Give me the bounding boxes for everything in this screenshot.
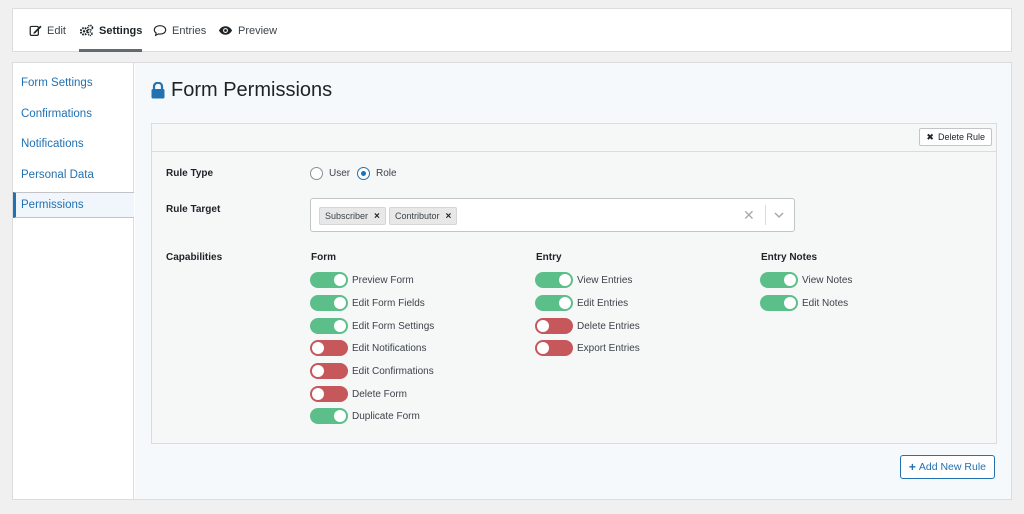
capability-edit-form-settings: Edit Form Settings — [310, 318, 434, 334]
toggle-switch[interactable] — [535, 295, 573, 311]
capability-label: Edit Entries — [577, 297, 629, 309]
sidebar-item-label: Form Settings — [21, 77, 93, 89]
capability-delete-form: Delete Form — [310, 386, 407, 402]
tab-edit-label: Edit — [47, 24, 66, 37]
capability-label: View Notes — [802, 274, 853, 286]
lock-icon — [151, 82, 165, 99]
capability-edit-entries: Edit Entries — [535, 295, 628, 311]
permissions-content: Form Permissions ✖ Delete Rule Rule Type… — [135, 63, 1011, 499]
tab-settings-label: Settings — [99, 24, 143, 37]
rule-target-select[interactable]: Subscriber × Contributor × ✕ — [310, 198, 795, 232]
capability-label: Preview Form — [352, 274, 414, 286]
capability-label: Edit Notes — [802, 297, 849, 309]
capability-edit-notes: Edit Notes — [760, 295, 848, 311]
speech-bubble-icon — [153, 25, 167, 37]
chevron-down-icon[interactable] — [773, 209, 785, 221]
edit-icon — [29, 25, 42, 36]
column-heading-entry-notes: Entry Notes — [761, 252, 818, 263]
tab-entries-label: Entries — [172, 24, 207, 37]
capabilities-label: Capabilities — [166, 252, 223, 263]
close-icon: ✖ — [926, 131, 934, 142]
capability-label: Edit Confirmations — [352, 365, 434, 377]
rule-target-label: Rule Target — [166, 204, 221, 215]
toggle-switch[interactable] — [760, 272, 798, 288]
radio-user-label: User — [329, 168, 351, 179]
page-title-text: Form Permissions — [171, 79, 333, 101]
sidebar-item-personal-data[interactable]: Personal Data — [13, 162, 134, 188]
tab-settings[interactable]: Settings — [79, 9, 143, 52]
toggle-switch[interactable] — [310, 318, 348, 334]
settings-panel: Form Settings Confirmations Notification… — [12, 62, 1012, 500]
sidebar-item-form-settings[interactable]: Form Settings — [13, 70, 134, 96]
rule-type-label: Rule Type — [166, 168, 214, 179]
chip-label: Subscriber — [325, 211, 369, 221]
delete-rule-button[interactable]: ✖ Delete Rule — [919, 128, 992, 146]
capability-view-notes: View Notes — [760, 272, 852, 288]
capability-label: View Entries — [577, 274, 633, 286]
remove-chip-icon[interactable]: × — [374, 210, 380, 222]
top-tab-bar: Edit Settings Entries Preview — [12, 8, 1012, 52]
select-divider — [765, 205, 766, 225]
rule-header: ✖ Delete Rule — [152, 124, 996, 152]
capability-label: Delete Form — [352, 388, 408, 400]
radio-user[interactable] — [310, 167, 323, 180]
remove-chip-icon[interactable]: × — [445, 210, 452, 222]
capability-preview-form: Preview Form — [310, 272, 414, 288]
add-new-rule-button[interactable]: + Add New Rule — [899, 455, 995, 479]
toggle-switch[interactable] — [760, 295, 798, 311]
capability-label: Edit Form Settings — [352, 320, 435, 332]
page-title: Form Permissions — [151, 79, 332, 102]
toggle-switch[interactable] — [535, 340, 573, 356]
delete-rule-label: Delete Rule — [937, 132, 985, 142]
capability-label: Export Entries — [577, 342, 640, 354]
plus-icon: + — [908, 460, 916, 474]
sidebar-item-label: Permissions — [21, 199, 84, 211]
gears-icon — [79, 24, 94, 37]
chip-label: Contributor — [395, 211, 440, 221]
rule-type-user-option[interactable]: User — [310, 167, 350, 180]
toggle-switch[interactable] — [310, 386, 348, 402]
add-new-rule-label: Add New Rule — [918, 461, 986, 473]
capability-delete-entries: Delete Entries — [535, 318, 640, 334]
radio-role-label: Role — [376, 168, 397, 179]
capability-edit-notifications: Edit Notifications — [310, 340, 426, 356]
toggle-switch[interactable] — [535, 272, 573, 288]
capability-label: Duplicate Form — [352, 410, 420, 422]
rule-type-role-option[interactable]: Role — [357, 167, 397, 180]
toggle-switch[interactable] — [310, 340, 348, 356]
target-chip-subscriber: Subscriber × — [319, 207, 386, 225]
toggle-switch[interactable] — [310, 408, 348, 424]
capability-label: Edit Form Fields — [352, 297, 425, 309]
capability-label: Delete Entries — [577, 320, 640, 332]
sidebar-item-label: Personal Data — [21, 169, 94, 181]
capability-export-entries: Export Entries — [535, 340, 640, 356]
capability-edit-confirmations: Edit Confirmations — [310, 363, 434, 379]
sidebar-item-permissions[interactable]: Permissions — [13, 192, 134, 218]
toggle-switch[interactable] — [310, 295, 348, 311]
eye-icon — [218, 26, 233, 35]
clear-selection-icon[interactable]: ✕ — [743, 207, 755, 223]
capability-label: Edit Notifications — [352, 342, 427, 354]
sidebar-item-label: Notifications — [21, 138, 84, 150]
sidebar-item-notifications[interactable]: Notifications — [13, 131, 134, 157]
toggle-switch[interactable] — [310, 272, 348, 288]
column-heading-form: Form — [311, 252, 336, 263]
capability-view-entries: View Entries — [535, 272, 632, 288]
target-chip-contributor: Contributor × — [389, 207, 458, 225]
column-heading-entry: Entry — [536, 252, 562, 263]
tab-edit[interactable]: Edit — [29, 9, 66, 52]
toggle-switch[interactable] — [310, 363, 348, 379]
radio-role[interactable] — [357, 167, 370, 180]
tab-entries[interactable]: Entries — [153, 9, 206, 52]
sidebar-item-confirmations[interactable]: Confirmations — [13, 101, 134, 127]
sidebar-item-label: Confirmations — [21, 108, 92, 120]
permission-rule: ✖ Delete Rule Rule Type User Role Rule T… — [151, 123, 997, 444]
settings-sidebar: Form Settings Confirmations Notification… — [13, 63, 134, 499]
capability-duplicate-form: Duplicate Form — [310, 408, 420, 424]
toggle-switch[interactable] — [535, 318, 573, 334]
capability-edit-form-fields: Edit Form Fields — [310, 295, 425, 311]
tab-preview-label: Preview — [238, 24, 278, 37]
tab-preview[interactable]: Preview — [218, 9, 277, 52]
